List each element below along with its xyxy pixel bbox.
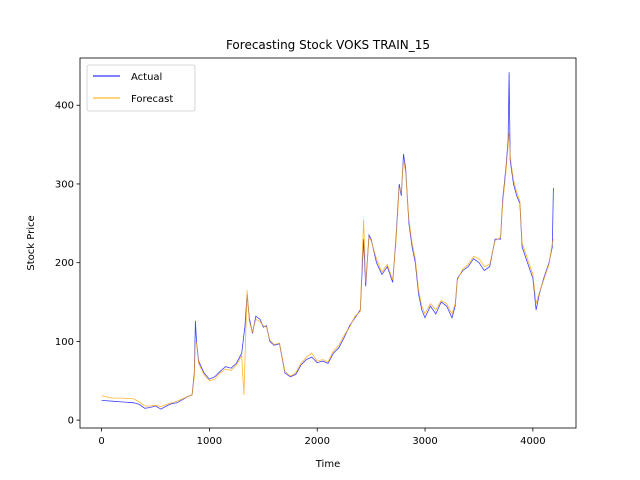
series-layer (101, 72, 554, 410)
y-tick-label: 100 (55, 337, 74, 348)
y-tick-label: 300 (55, 179, 74, 190)
x-axis-ticks: 0 1000 2000 3000 4000 (98, 428, 546, 447)
x-tick-label: 2000 (304, 436, 329, 447)
x-axis-label: Time (315, 459, 340, 470)
x-tick-label: 4000 (520, 436, 545, 447)
plot-frame (79, 57, 577, 429)
plot-area: 0 1000 2000 3000 4000 0 100 200 300 400 (55, 57, 577, 447)
series-line-forecast (101, 132, 554, 408)
y-tick-label: 200 (55, 258, 74, 269)
y-axis-label: Stock Price (26, 215, 37, 270)
y-tick-label: 0 (68, 416, 74, 427)
legend-label-actual: Actual (131, 72, 162, 83)
y-tick-label: 400 (55, 101, 74, 112)
x-tick-label: 0 (98, 436, 104, 447)
legend-label-forecast: Forecast (131, 94, 173, 105)
chart-title: Forecasting Stock VOKS TRAIN_15 (226, 38, 430, 52)
y-axis-ticks: 0 100 200 300 400 (55, 101, 80, 427)
x-tick-label: 3000 (412, 436, 437, 447)
legend: Actual Forecast (86, 64, 196, 112)
x-tick-label: 1000 (197, 436, 222, 447)
